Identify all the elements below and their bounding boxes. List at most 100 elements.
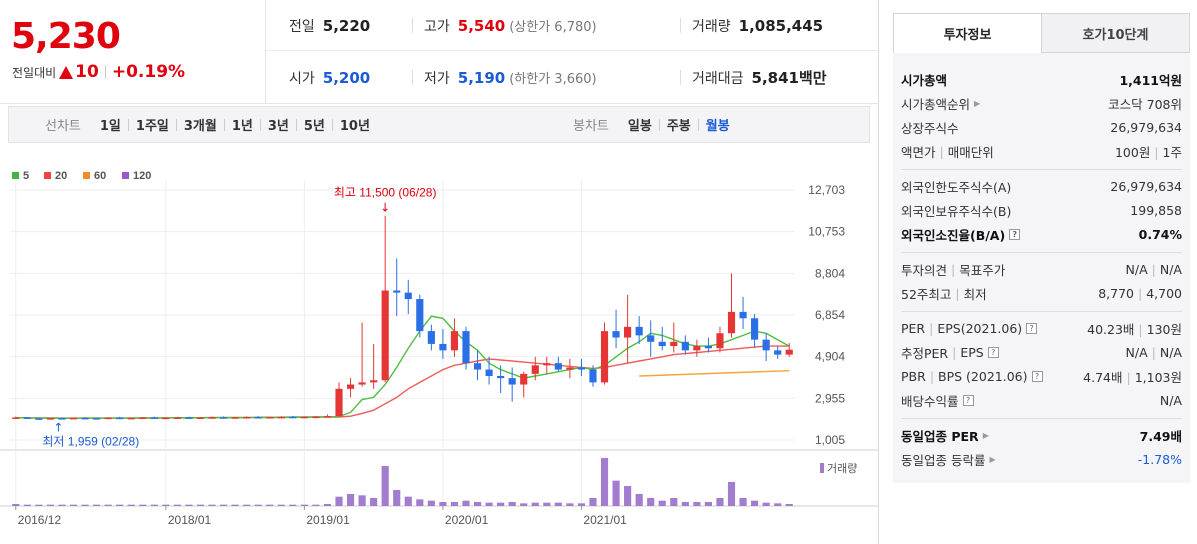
left-panel: 5,230 전일대비 10 +0.19% 전일 5,220 고가 5,540 (…: [0, 0, 879, 544]
divider: [412, 18, 413, 33]
candle-body: [416, 299, 424, 332]
info-value-text: 8,770: [1098, 285, 1134, 301]
info-key-text: 외국인한도주식수(A): [901, 179, 1012, 195]
tab-candle-1[interactable]: 주봉: [666, 119, 691, 134]
candle-body: [335, 388, 343, 417]
ma60-line: [639, 370, 790, 377]
volume-bar: [762, 502, 770, 506]
tab-line-6[interactable]: 10년: [339, 119, 370, 134]
divider: [104, 65, 106, 79]
candle-body: [508, 378, 516, 385]
tab-line-3[interactable]: 1년: [231, 119, 253, 134]
tab-candle-2[interactable]: 월봉: [705, 119, 730, 134]
candle-body: [46, 418, 54, 420]
y-tick-label: 6,854: [815, 308, 845, 322]
candle-body: [497, 375, 505, 379]
volume-bar: [323, 504, 332, 506]
y-tick-label: 1,005: [815, 433, 845, 447]
info-key-text: EPS(2021.06): [937, 320, 1023, 336]
change-percent: +0.19%: [111, 62, 186, 82]
volume-bar: [508, 502, 516, 506]
volume-bar: [624, 486, 632, 506]
info-value: 7.49배: [1140, 426, 1182, 445]
info-value-text: N/A: [1125, 261, 1148, 277]
volume-bar: [266, 504, 274, 506]
tab-line-0[interactable]: 1일: [99, 119, 121, 134]
chevron-right-icon[interactable]: ▶: [974, 98, 981, 108]
chevron-right-icon[interactable]: ▶: [982, 430, 989, 440]
candle-body: [439, 343, 447, 351]
volume-bar: [612, 480, 620, 506]
legend-swatch: [83, 172, 90, 179]
amount-value: 5,841: [751, 68, 799, 87]
info-value: -1.78%: [1138, 452, 1182, 467]
info-row: 액면가 | 매매단위 100원 | 1주: [901, 139, 1182, 163]
tab-investment-info[interactable]: 투자정보: [893, 13, 1042, 53]
candle-body: [600, 331, 609, 383]
candle-body: [323, 416, 332, 418]
divider: |: [1138, 321, 1143, 337]
volume-bar: [450, 502, 459, 506]
info-row: 동일업종 PER ▶ 7.49배: [901, 423, 1182, 447]
help-icon[interactable]: ?: [962, 394, 974, 406]
info-value-number: 7.49: [1139, 428, 1171, 444]
y-tick-label: 12,703: [808, 183, 845, 197]
help-icon[interactable]: ?: [1031, 370, 1043, 382]
low-value: 5,190: [457, 68, 506, 87]
high-cell: 고가 5,540 (상한가 6,780): [424, 0, 597, 51]
volume-bar: [473, 502, 482, 506]
ma5-line: [15, 315, 790, 420]
tab-order-book[interactable]: 호가10단계: [1042, 13, 1190, 53]
volume-bar: [670, 498, 678, 506]
x-tick-label: 2019/01: [306, 513, 350, 527]
candle-body: [647, 335, 655, 342]
divider: [223, 118, 225, 131]
tab-line-2[interactable]: 3개월: [183, 119, 217, 134]
candle-body: [208, 417, 216, 419]
price-change-row: 전일대비 10 +0.19%: [12, 62, 185, 82]
volume-bar: [693, 502, 701, 506]
divider: [127, 118, 129, 131]
volume-bar: [520, 503, 528, 506]
volume-bar: [58, 504, 66, 506]
info-key: 외국인한도주식수(A): [901, 177, 1011, 196]
info-value-text: N/A: [1159, 392, 1182, 408]
info-key-text: PER: [901, 320, 926, 336]
x-tick-label: 2021/01: [583, 513, 627, 527]
info-key-text: 매매단위: [947, 144, 994, 160]
tab-line-5[interactable]: 5년: [303, 119, 325, 134]
amount-unit: 백만: [798, 69, 827, 87]
volume-bar: [485, 502, 493, 506]
help-icon[interactable]: ?: [987, 346, 999, 358]
info-value-unit: 배: [1170, 428, 1182, 444]
info-key-text: 목표주가: [959, 262, 1006, 278]
info-value: 26,979,634: [1110, 179, 1182, 194]
x-tick-label: 2018/01: [168, 513, 212, 527]
info-key-text: 최저: [963, 286, 987, 302]
investment-info-panel: 투자정보 호가10단계 시가총액 1,411억원 시가총액순위 ▶ 코스닥 708위 상장…: [893, 13, 1190, 483]
candle-body: [635, 326, 643, 336]
x-tick-label: 2020/01: [445, 513, 489, 527]
info-key: PBR | BPS (2021.06)?: [901, 369, 1043, 384]
help-icon[interactable]: ?: [1009, 228, 1021, 240]
volume-bar: [277, 504, 285, 506]
tab-line-1[interactable]: 1주일: [135, 119, 169, 134]
info-value-text: N/A: [1159, 344, 1182, 360]
candle-body: [727, 311, 736, 334]
volume-label: 거래량: [692, 18, 731, 35]
volume-bar: [462, 500, 470, 506]
tab-candle-0[interactable]: 일봉: [627, 119, 652, 134]
help-icon[interactable]: ?: [1026, 322, 1038, 334]
amount-cell: 거래대금 5,841 백만: [692, 52, 827, 103]
info-section: PER | EPS(2021.06)? 40.23배 | 130원 추정PER | EPS? N/…: [901, 312, 1182, 419]
chevron-right-icon[interactable]: ▶: [989, 454, 996, 464]
info-tabs: 투자정보 호가10단계: [893, 13, 1190, 53]
info-value: N/A | N/A: [1126, 262, 1182, 277]
info-row: 투자의견 | 목표주가 N/A | N/A: [901, 257, 1182, 281]
volume-bar: [231, 504, 239, 506]
tab-line-4[interactable]: 3년: [267, 119, 289, 134]
stock-chart[interactable]: 12,70310,7538,8046,8544,9042,9551,005201…: [0, 160, 879, 544]
candle-body: [681, 341, 689, 351]
high-label: 고가: [424, 18, 450, 35]
info-value-text: 40.23배: [1087, 321, 1135, 337]
